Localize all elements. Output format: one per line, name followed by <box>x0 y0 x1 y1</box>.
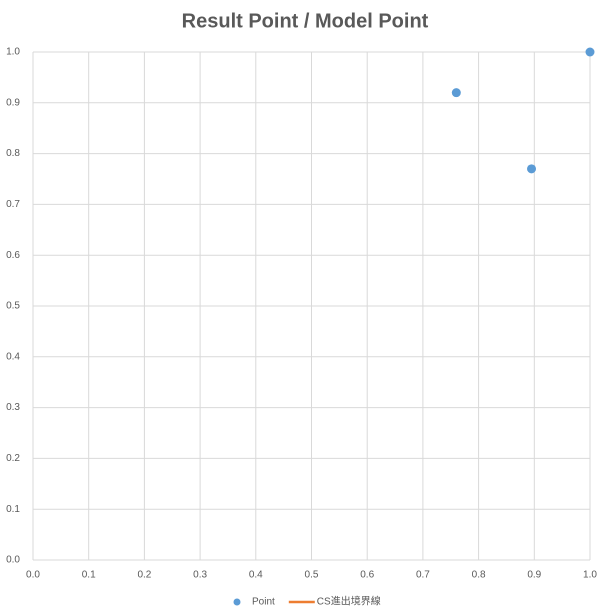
y-tick-label: 1.0 <box>6 47 20 58</box>
x-tick-label: 0.7 <box>416 570 430 581</box>
x-tick-label: 0.0 <box>26 570 40 581</box>
x-tick-label: 0.6 <box>360 570 374 581</box>
point <box>585 47 595 57</box>
legend-label: Point <box>252 597 275 608</box>
y-tick-label: 0.9 <box>6 97 20 108</box>
legend-marker <box>233 598 241 606</box>
chart-title: Result Point / Model Point <box>182 10 429 32</box>
legend-label: CS進出境界線 <box>317 595 381 608</box>
y-tick-label: 0.0 <box>6 555 20 566</box>
x-tick-label: 0.4 <box>249 570 263 581</box>
x-tick-label: 0.8 <box>472 570 486 581</box>
x-tick-label: 1.0 <box>583 570 597 581</box>
x-tick-label: 0.3 <box>193 570 207 581</box>
y-tick-label: 0.3 <box>6 402 20 413</box>
y-tick-label: 0.6 <box>6 250 20 261</box>
y-tick-label: 0.8 <box>6 148 20 159</box>
x-tick-label: 0.1 <box>82 570 96 581</box>
y-tick-label: 0.5 <box>6 301 20 312</box>
y-tick-label: 0.2 <box>6 453 20 464</box>
y-tick-label: 0.4 <box>6 351 20 362</box>
x-tick-label: 0.5 <box>305 570 319 581</box>
y-tick-label: 0.7 <box>6 199 20 210</box>
point <box>451 88 461 98</box>
x-tick-label: 0.2 <box>137 570 151 581</box>
x-tick-label: 0.9 <box>527 570 541 581</box>
point <box>527 164 537 174</box>
y-tick-label: 0.1 <box>6 504 20 515</box>
